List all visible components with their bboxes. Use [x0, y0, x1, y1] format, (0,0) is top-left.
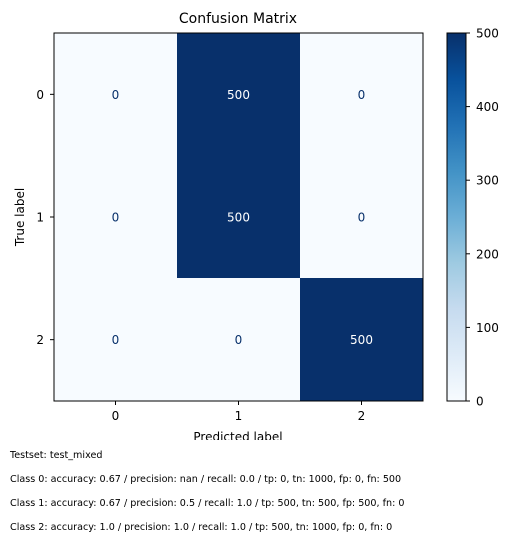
heatmap-cell-labels: 0 500 0 0 500 0 0 0 500 — [112, 88, 373, 347]
class-2-metrics: Class 2: accuracy: 1.0 / precision: 1.0 … — [10, 522, 393, 533]
cell-value-r0-c2: 0 — [358, 88, 366, 102]
y-axis-ticks: 0 1 2 — [36, 88, 54, 347]
testset-note: Testset: test_mixed — [10, 450, 103, 461]
cell-value-r0-c0: 0 — [112, 88, 120, 102]
cell-value-r2-c1: 0 — [235, 333, 243, 347]
heatmap-cell-r0-c0 — [54, 33, 177, 156]
heatmap-cell-r0-c2 — [300, 33, 423, 156]
y-tick-label-2: 2 — [36, 333, 44, 347]
y-tick-label-1: 1 — [36, 211, 44, 225]
cell-value-r2-c2: 500 — [350, 333, 373, 347]
colorbar-ticks: 0 100 200 300 400 500 — [466, 27, 499, 409]
cell-value-r2-c0: 0 — [112, 333, 120, 347]
class-0-metrics: Class 0: accuracy: 0.67 / precision: nan… — [10, 474, 402, 485]
heatmap-cells — [54, 33, 423, 401]
confusion-matrix-figure: Confusion Matrix 0 500 0 0 500 0 0 0 500 0 1 2 0 1 2… — [13, 11, 499, 440]
heatmap-cell-r1-c1 — [177, 156, 300, 278]
colorbar-tick-label-3: 300 — [476, 174, 499, 188]
cell-value-r1-c0: 0 — [112, 211, 120, 225]
colorbar-tick-label-4: 400 — [476, 100, 499, 114]
heatmap-cell-r1-c2 — [300, 156, 423, 278]
colorbar-tick-label-1: 100 — [476, 321, 499, 335]
cell-value-r1-c2: 0 — [358, 211, 366, 225]
x-tick-label-2: 2 — [358, 409, 366, 423]
colorbar-tick-label-2: 200 — [476, 247, 499, 261]
cell-value-r0-c1: 500 — [227, 88, 250, 102]
heatmap-cell-r2-c0 — [54, 278, 177, 401]
x-tick-label-1: 1 — [235, 409, 243, 423]
x-axis-label: Predicted label — [193, 430, 282, 440]
x-tick-label-0: 0 — [112, 409, 120, 423]
heatmap-cell-r2-c2 — [300, 278, 423, 401]
heatmap-cell-r2-c1 — [177, 278, 300, 401]
x-axis-ticks: 0 1 2 — [112, 401, 366, 423]
colorbar-tick-label-0: 0 — [476, 395, 484, 409]
heatmap-cell-r1-c0 — [54, 156, 177, 278]
class-1-metrics: Class 1: accuracy: 0.67 / precision: 0.5… — [10, 498, 405, 509]
y-axis-label: True label — [13, 188, 27, 247]
y-tick-label-0: 0 — [36, 88, 44, 102]
colorbar-tick-label-5: 500 — [476, 27, 499, 41]
chart-title: Confusion Matrix — [179, 11, 297, 27]
heatmap-cell-r0-c1 — [177, 33, 300, 156]
colorbar — [446, 32, 467, 402]
cell-value-r1-c1: 500 — [227, 211, 250, 225]
